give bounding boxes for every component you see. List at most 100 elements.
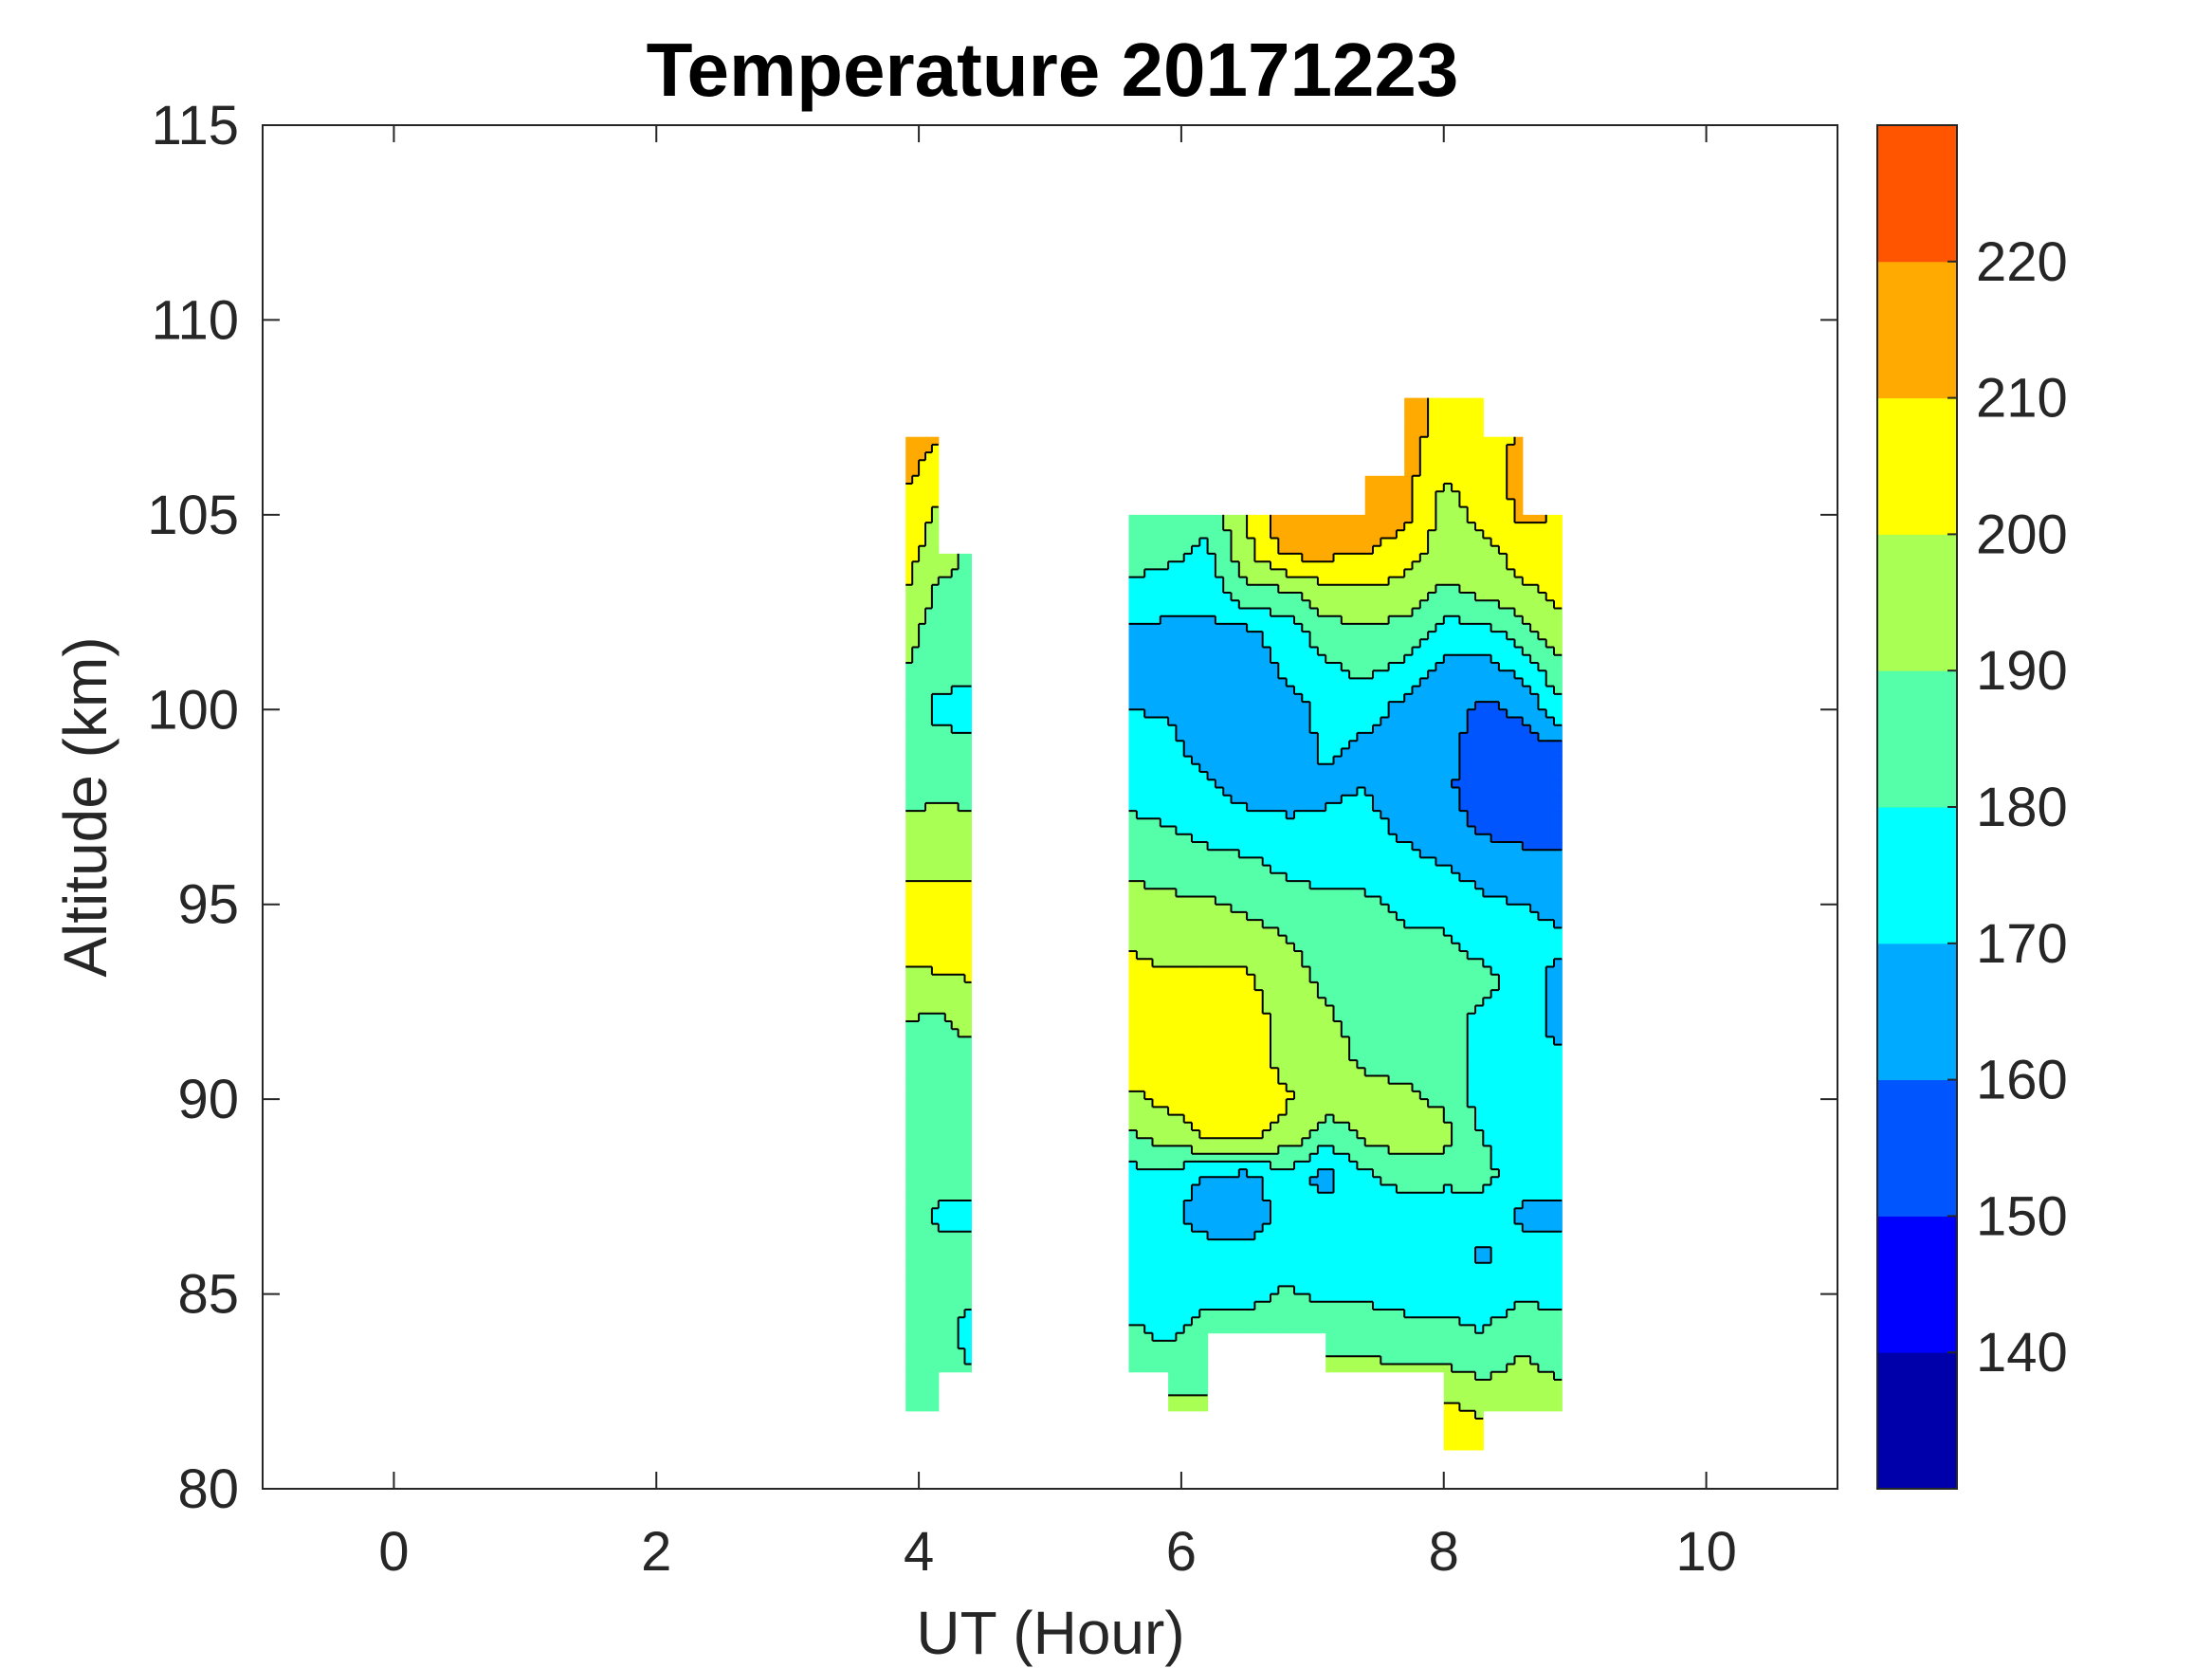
contour-cell — [905, 1402, 913, 1412]
contour-cell — [1223, 966, 1233, 976]
contour-cell — [1128, 787, 1138, 797]
contour-cell — [1317, 920, 1326, 928]
contour-cell — [1136, 522, 1145, 531]
contour-cell — [1396, 1044, 1405, 1054]
contour-cell — [1357, 623, 1366, 632]
contour-cell — [931, 569, 940, 578]
contour-cell — [1207, 818, 1216, 828]
contour-cell — [931, 632, 940, 640]
contour-cell — [1309, 678, 1319, 687]
contour-cell — [958, 654, 966, 664]
contour-cell — [1341, 1247, 1350, 1256]
contour-cell — [1333, 772, 1343, 780]
contour-cell — [1254, 1099, 1264, 1108]
contour-cell — [938, 1192, 946, 1201]
contour-cell — [1373, 826, 1381, 835]
contour-cell — [951, 1286, 960, 1295]
contour-cell — [1168, 927, 1177, 937]
contour-cell — [1349, 522, 1358, 531]
contour-cell — [1309, 1293, 1319, 1303]
contour-cell — [1325, 702, 1335, 710]
contour-cell — [931, 842, 940, 851]
contour-cell — [1341, 654, 1350, 664]
contour-cell — [1168, 1161, 1177, 1170]
contour-cell — [1254, 1075, 1264, 1085]
contour-cell — [919, 1153, 926, 1163]
contour-cell — [1254, 911, 1264, 921]
contour-cell — [912, 484, 920, 492]
contour-cell — [1262, 787, 1271, 797]
contour-cell — [1238, 1099, 1248, 1108]
contour-cell — [1357, 763, 1366, 773]
contour-cell — [1317, 959, 1326, 967]
contour-cell — [951, 1270, 960, 1279]
contour-cell — [1192, 1395, 1200, 1404]
contour-cell — [1199, 670, 1209, 679]
contour-cell — [1215, 1293, 1224, 1303]
contour-cell — [1238, 553, 1248, 562]
contour-cell — [1396, 1029, 1405, 1037]
contour-cell — [1396, 896, 1405, 906]
contour-cell — [1207, 1075, 1216, 1085]
contour-cell — [1168, 795, 1177, 804]
contour-cell — [1294, 686, 1303, 695]
contour-cell — [1373, 951, 1381, 960]
contour-cell — [905, 530, 913, 540]
contour-cell — [1341, 1293, 1350, 1303]
contour-cell — [919, 1278, 926, 1287]
contour-cell — [1254, 1169, 1264, 1178]
contour-cell — [944, 904, 953, 913]
contour-cell — [1152, 693, 1161, 703]
contour-cell — [931, 444, 940, 453]
contour-cell — [1357, 678, 1366, 687]
contour-cell — [1207, 1231, 1216, 1240]
contour-cell — [938, 872, 946, 882]
contour-cell — [912, 1107, 920, 1116]
contour-cell — [944, 623, 953, 632]
contour-cell — [1349, 966, 1358, 976]
contour-cell — [1176, 632, 1185, 640]
contour-cell — [931, 538, 940, 547]
contour-cell — [1271, 943, 1279, 952]
contour-cell — [1231, 896, 1240, 906]
contour-cell — [1333, 1293, 1343, 1303]
contour-cell — [1223, 584, 1233, 594]
contour-cell — [1286, 998, 1295, 1007]
contour-cell — [919, 1231, 926, 1240]
contour-cell — [1128, 686, 1138, 695]
contour-cell — [1231, 811, 1240, 819]
contour-cell — [1302, 561, 1311, 570]
contour-cell — [1333, 857, 1343, 867]
contour-cell — [1136, 514, 1145, 523]
contour-cell — [1238, 1255, 1248, 1264]
contour-cell — [905, 772, 913, 780]
contour-cell — [1199, 717, 1209, 726]
contour-cell — [1317, 647, 1326, 656]
contour-cell — [964, 693, 972, 703]
contour-cell — [964, 802, 972, 812]
contour-cell — [1160, 577, 1169, 586]
contour-cell — [1388, 569, 1398, 578]
contour-cell — [925, 795, 933, 804]
contour-cell — [912, 911, 920, 921]
contour-cell — [1357, 538, 1366, 547]
contour-cell — [1380, 639, 1390, 649]
contour-cell — [944, 577, 953, 586]
contour-cell — [1341, 811, 1350, 819]
contour-cell — [905, 670, 913, 679]
contour-cell — [1231, 1013, 1240, 1022]
contour-cell — [1302, 1239, 1311, 1248]
contour-cell — [1183, 1387, 1193, 1396]
contour-cell — [1396, 865, 1405, 874]
contour-cell — [1215, 966, 1224, 976]
contour-cell — [1223, 811, 1233, 819]
contour-cell — [1207, 865, 1216, 874]
contour-cell — [919, 763, 926, 773]
contour-cell — [905, 1146, 913, 1155]
contour-cell — [964, 850, 972, 858]
contour-cell — [1168, 1231, 1177, 1240]
contour-cell — [1349, 842, 1358, 851]
contour-cell — [938, 1029, 946, 1037]
contour-cell — [1341, 1255, 1350, 1264]
contour-cell — [931, 1325, 940, 1334]
